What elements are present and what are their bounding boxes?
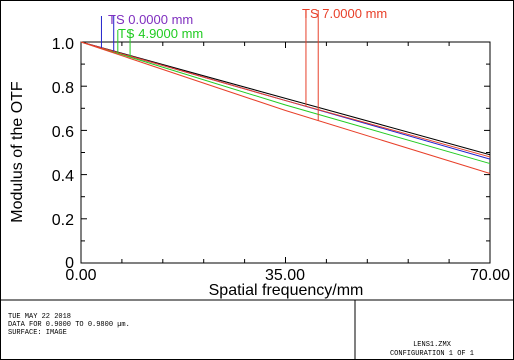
y-tick-label: 0.8 bbox=[52, 80, 74, 97]
mtf-series-line-2 bbox=[80, 41, 491, 165]
series-layer bbox=[80, 41, 491, 174]
mtf-series-line-4 bbox=[80, 41, 491, 158]
x-tick-label: 70.00 bbox=[470, 267, 510, 284]
y-tick-label: 1.0 bbox=[52, 36, 74, 53]
info-configuration: CONFIGURATION 1 OF 1 bbox=[390, 350, 474, 358]
x-tick-label: 0.00 bbox=[65, 267, 96, 284]
x-tick-label: 35.00 bbox=[265, 267, 305, 284]
y-tick-label: 0.2 bbox=[52, 212, 74, 229]
field-label-ts-0: TS 0.0000 mm bbox=[108, 12, 193, 27]
field-label-ts-4-9: TS 4.9000 mm bbox=[118, 26, 203, 41]
mtf-series-line-3 bbox=[80, 41, 491, 174]
info-date: TUE MAY 22 2018 bbox=[8, 313, 71, 321]
y-tick-label: 0.4 bbox=[52, 168, 74, 185]
info-filename: LENS1.ZMX bbox=[413, 341, 452, 349]
y-tick-label: 0.6 bbox=[52, 124, 74, 141]
axis-ticks bbox=[80, 41, 491, 264]
y-axis-label: Modulus of the OTF bbox=[9, 81, 26, 223]
field-label-ts-7: TS 7.0000 mm bbox=[302, 6, 387, 21]
info-wavelength: DATA FOR 0.9000 TO 0.9800 µm. bbox=[8, 321, 130, 329]
y-tick-label: 0 bbox=[65, 255, 74, 272]
x-axis-label: Spatial frequency/mm bbox=[209, 282, 364, 299]
mtf-series-line-0 bbox=[80, 41, 491, 156]
info-surface: SURFACE: IMAGE bbox=[8, 329, 67, 337]
field-marker-layer bbox=[100, 10, 319, 121]
